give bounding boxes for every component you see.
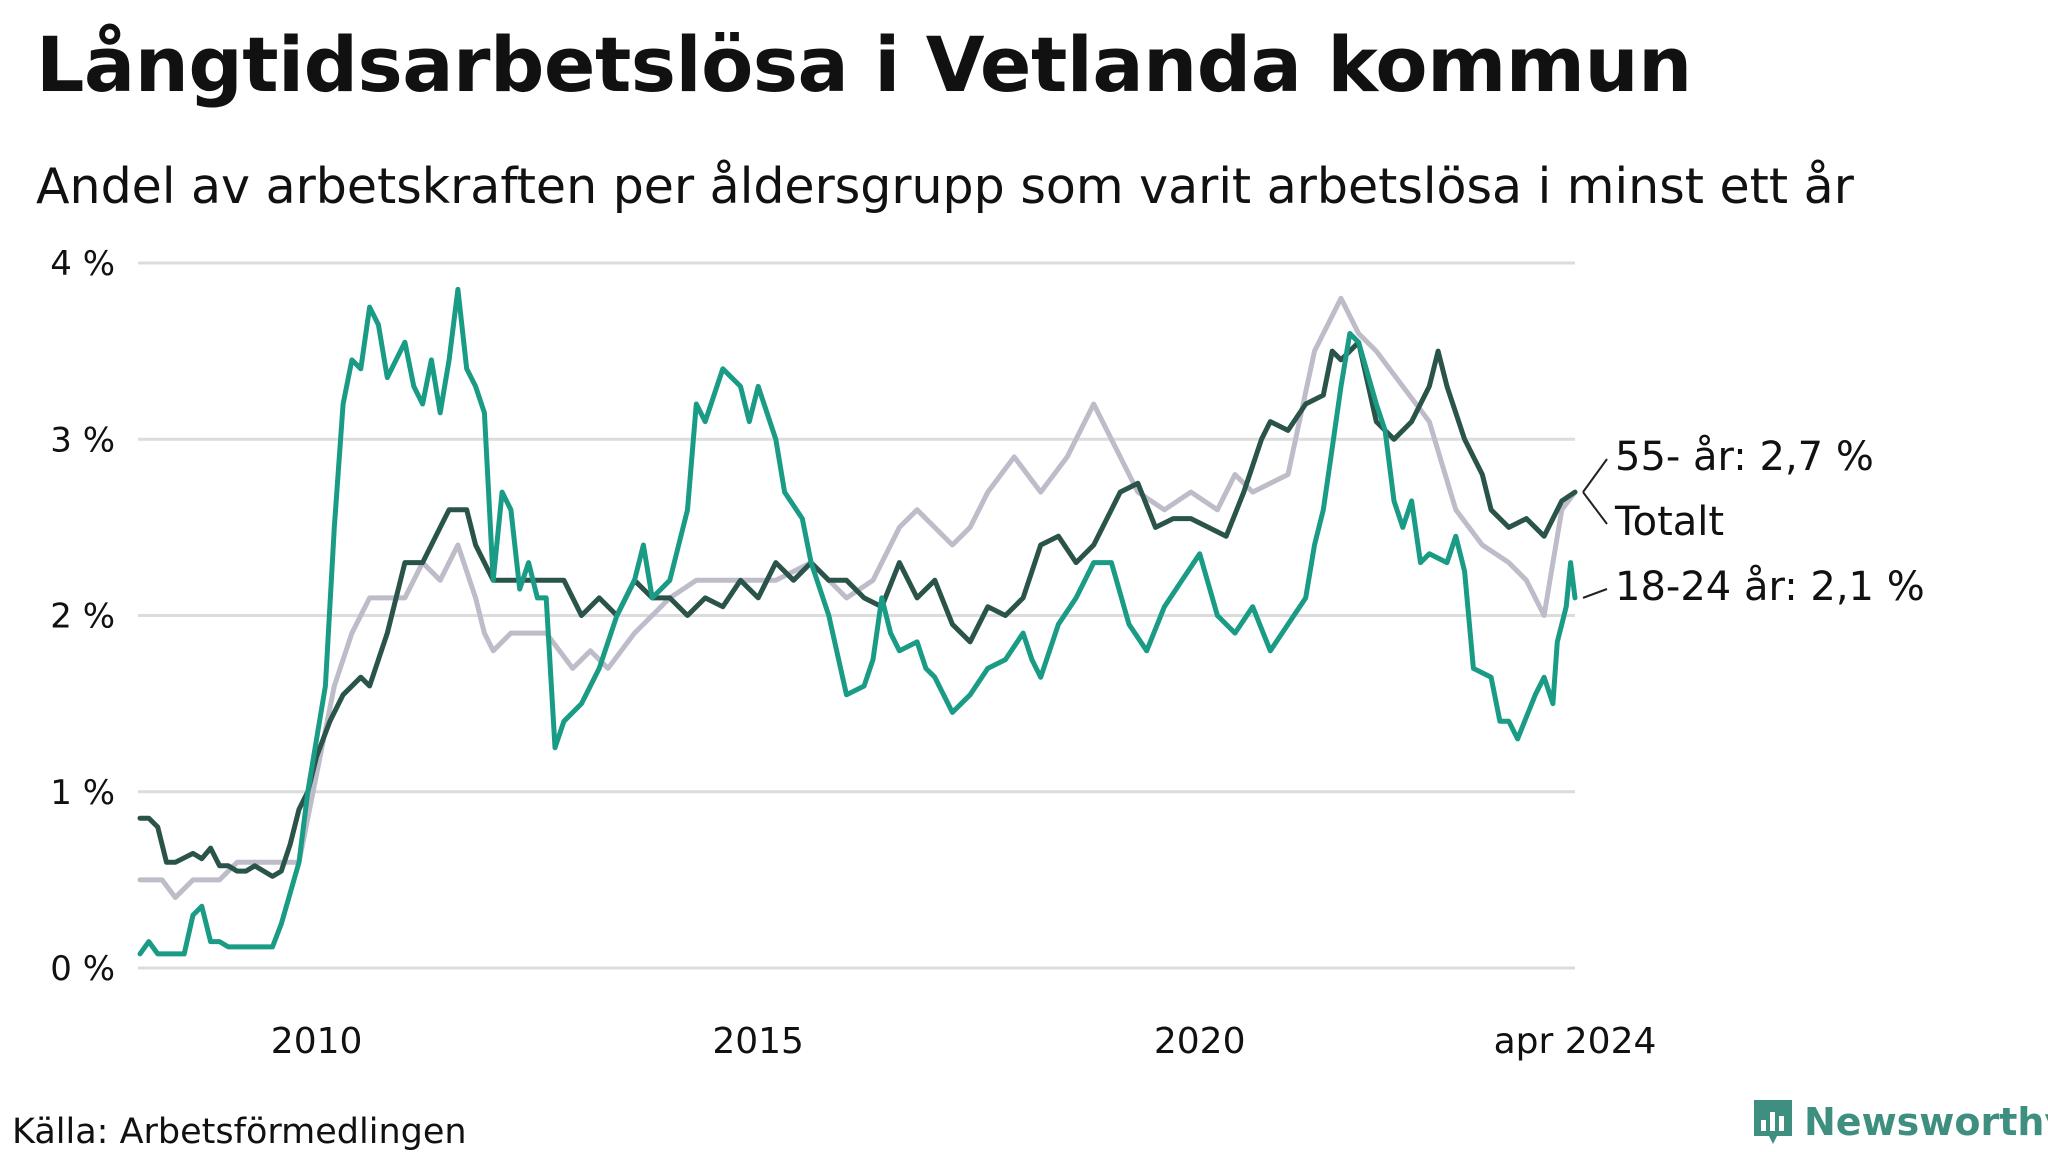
y-axis-tick-labels: 0 % 1 % 2 % 3 % 4 % [50,244,115,989]
y-tick-label: 1 % [50,773,115,813]
end-label-leader-0 [1582,458,1608,493]
series-end-label: 55- år: 2,7 % [1615,434,1874,480]
series-end-label: Totalt [1614,499,1724,545]
gridlines [138,261,1575,970]
series-line-0 [137,295,1578,900]
series-end-label: 18-24 år: 2,1 % [1615,564,1925,610]
x-tick-label: 2020 [1154,1021,1246,1062]
y-tick-label: 0 % [50,949,115,989]
newsworthy-logo-icon [1754,1100,1792,1144]
series-line-1 [137,339,1578,879]
x-tick-label: 2010 [271,1021,363,1062]
chart-title: Långtidsarbetslösa i Vetlanda kommun [36,20,1692,109]
chart-subtitle: Andel av arbetskraften per åldersgrupp s… [36,158,1854,215]
x-tick-label: apr 2024 [1494,1021,1657,1062]
end-label-leader-1 [1582,491,1608,525]
source-note: Källa: Arbetsförmedlingen [12,1112,467,1152]
y-tick-label: 2 % [50,597,115,637]
x-axis-tick-labels: 2010 2015 2020 apr 2024 [271,1021,1657,1062]
x-tick-label: 2015 [712,1021,804,1062]
y-tick-label: 3 % [50,420,115,460]
series-line-2 [137,286,1578,957]
brand-name: Newsworthy [1804,1100,2048,1144]
y-tick-label: 4 % [50,244,115,284]
series-end-labels: 55- år: 2,7 % Totalt 18-24 år: 2,1 % [1582,434,1925,610]
series-lines [137,286,1578,957]
brand-logo: Newsworthy [1752,1098,2048,1146]
end-label-leader-2 [1582,588,1608,599]
